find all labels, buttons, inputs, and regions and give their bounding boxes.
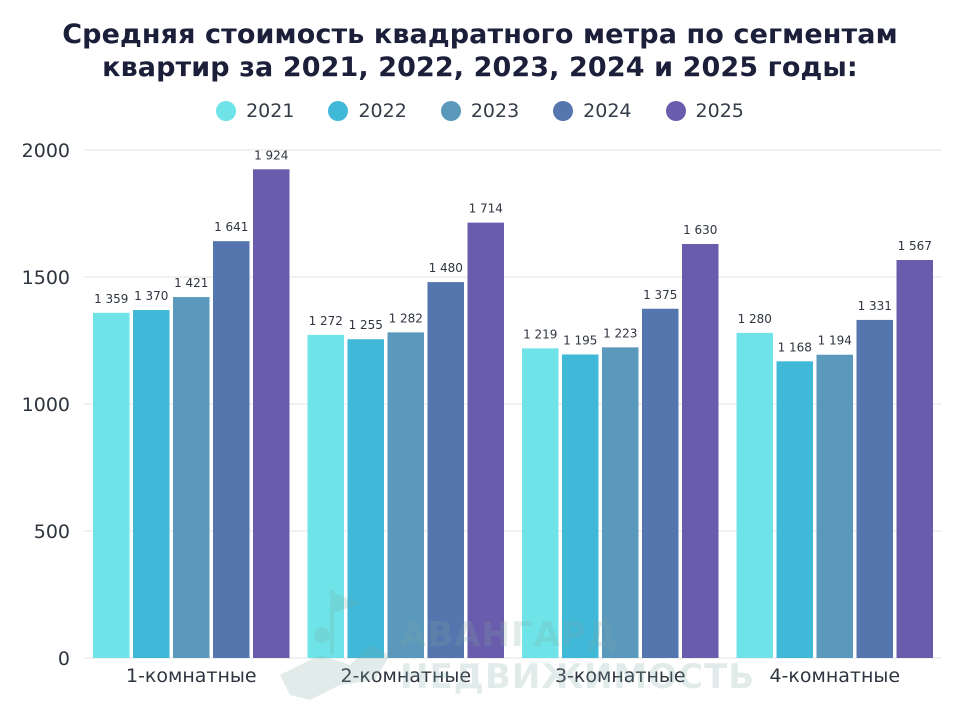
data-label-2023-4: 1 194 (818, 334, 852, 348)
bar-2025-2 (467, 222, 504, 659)
y-tick-label-0: 0 (58, 648, 70, 670)
data-label-2021-4: 1 280 (738, 312, 772, 326)
data-label-2025-1: 1 924 (254, 148, 288, 162)
bar-2021-1 (93, 312, 130, 658)
x-tick-label-1: 1-комнатные (126, 665, 257, 687)
data-label-2024-3: 1 375 (643, 288, 677, 302)
bar-2022-1 (133, 310, 170, 658)
legend-label-2025: 2025 (695, 100, 744, 122)
data-label-2022-2: 1 255 (349, 318, 383, 332)
data-label-2024-2: 1 480 (429, 261, 463, 275)
data-label-2021-3: 1 219 (523, 327, 557, 341)
legend-swatch-2025 (665, 101, 686, 121)
bar-2024-1 (213, 241, 250, 658)
legend-swatch-2021 (216, 101, 237, 121)
legend-label-2021: 2021 (246, 100, 295, 122)
bar-2021-2 (307, 334, 344, 658)
y-tick-label-1000: 1000 (22, 394, 70, 416)
y-tick-label-2000: 2000 (22, 140, 70, 162)
bar-2024-4 (856, 319, 893, 658)
bar-2024-2 (427, 282, 464, 658)
bar-2022-3 (562, 354, 599, 658)
legend-swatch-2024 (553, 101, 574, 121)
legend-item-2022: 2022 (328, 100, 407, 122)
bar-2022-2 (347, 339, 384, 658)
legend-swatch-2023 (440, 101, 461, 121)
bar-2025-3 (682, 243, 719, 659)
y-tick-label-1500: 1500 (22, 267, 70, 289)
chart-legend: 2021 2022 2023 2024 2025 (0, 100, 960, 122)
data-label-2025-3: 1 630 (683, 223, 717, 237)
chart-title-line-2: квартир за 2021, 2022, 2023, 2024 и 2025… (102, 52, 858, 83)
bar-2021-3 (522, 348, 559, 658)
data-label-2025-4: 1 567 (898, 239, 932, 253)
data-label-2024-4: 1 331 (858, 299, 892, 313)
bar-2023-4 (816, 354, 853, 658)
bar-2024-3 (642, 308, 679, 658)
bar-2021-4 (736, 332, 773, 658)
data-label-2023-1: 1 421 (174, 276, 208, 290)
data-label-2023-2: 1 282 (389, 311, 423, 325)
bar-2022-4 (776, 361, 813, 658)
data-label-2021-1: 1 359 (94, 292, 128, 306)
chart-title-line-1: Средняя стоимость квадратного метра по с… (62, 19, 898, 50)
chart-title: Средняя стоимость квадратного метра по с… (0, 18, 960, 84)
data-label-2023-3: 1 223 (603, 326, 637, 340)
x-tick-label-2: 2-комнатные (340, 665, 471, 687)
legend-label-2023: 2023 (470, 100, 520, 122)
legend-label-2022: 2022 (358, 100, 407, 122)
x-tick-label-3: 3-комнатные (555, 665, 686, 687)
bar-2025-1 (253, 169, 290, 658)
y-tick-label-500: 500 (34, 521, 70, 543)
data-label-2022-4: 1 168 (778, 340, 812, 354)
data-label-2022-1: 1 370 (134, 289, 168, 303)
bar-2023-1 (173, 297, 210, 658)
bar-2025-4 (896, 259, 933, 658)
legend-item-2024: 2024 (553, 100, 632, 122)
legend-label-2024: 2024 (583, 100, 632, 122)
bar-2023-3 (602, 347, 639, 658)
data-label-2024-1: 1 641 (214, 220, 248, 234)
legend-swatch-2022 (328, 101, 349, 121)
data-label-2022-3: 1 195 (563, 333, 597, 347)
legend-item-2023: 2023 (440, 100, 520, 122)
bar-2023-2 (387, 332, 424, 658)
legend-item-2021: 2021 (216, 100, 294, 122)
x-tick-label-4: 4-комнатные (769, 665, 900, 687)
data-label-2021-2: 1 272 (309, 314, 343, 328)
legend-item-2025: 2025 (665, 100, 744, 122)
data-label-2025-2: 1 714 (469, 202, 503, 216)
